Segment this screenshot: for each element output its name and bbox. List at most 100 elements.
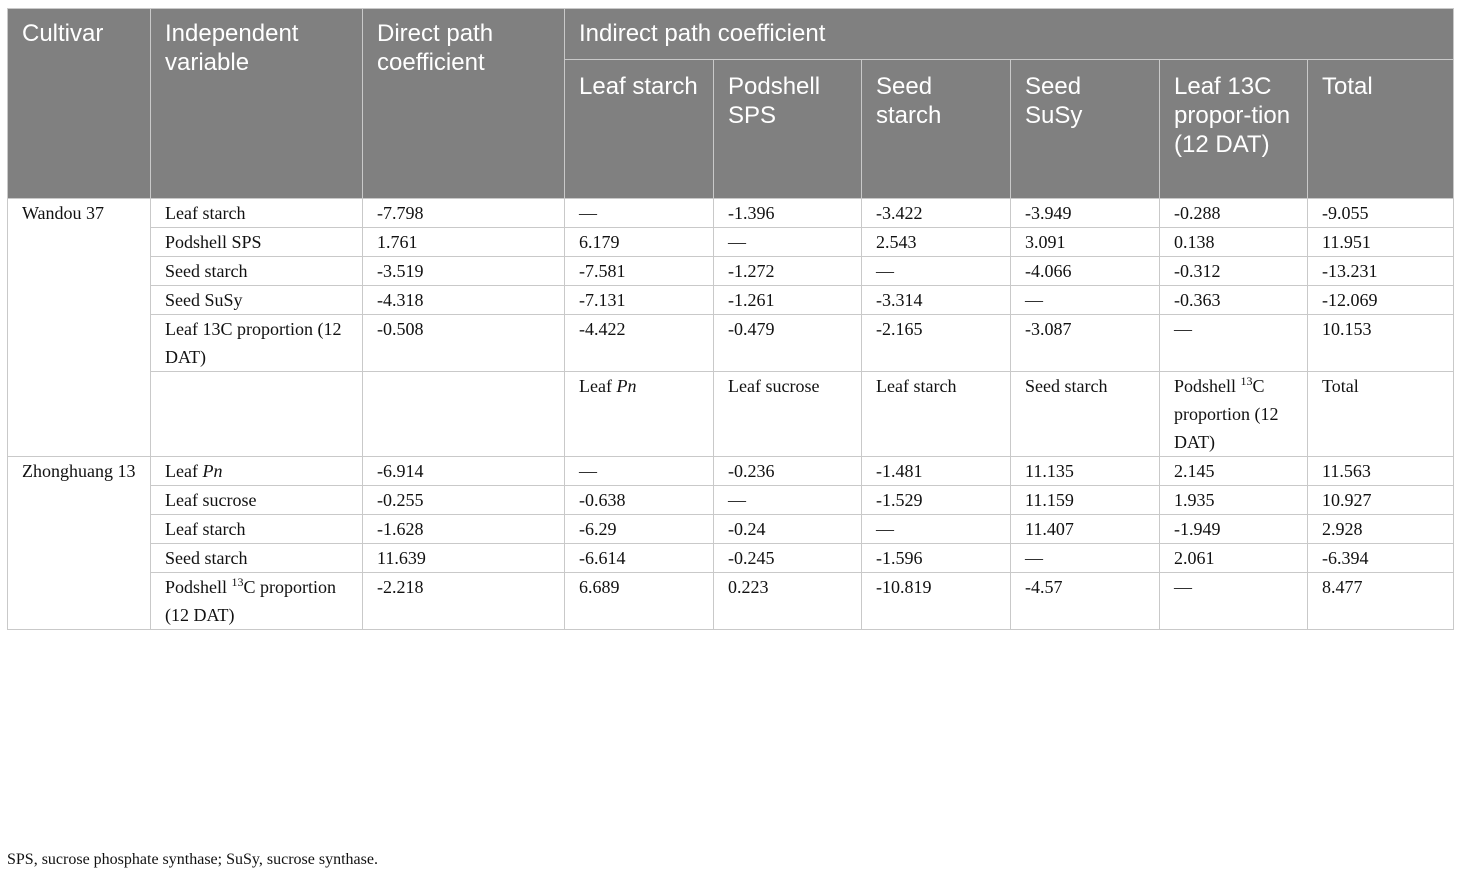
value-cell: -1.596 (861, 543, 1011, 573)
header-indirect-path-coefficient: Indirect path coefficient (563, 8, 1455, 60)
variable-cell: Podshell SPS (150, 227, 363, 257)
subheader2-podshell-prefix: Podshell (1174, 376, 1241, 396)
direct-cell: -7.798 (362, 198, 565, 228)
value-cell: -10.819 (861, 572, 1011, 630)
subheader2-pn: Pn (616, 376, 637, 396)
variable-cell: Seed starch (150, 543, 363, 573)
table-row: Leaf sucrose -0.255 -0.638 — -1.529 11.1… (8, 485, 1455, 515)
subheader-podshell-sps: Podshell SPS (713, 59, 862, 199)
direct-cell: -3.519 (362, 256, 565, 286)
value-cell: -1.396 (713, 198, 862, 228)
variable-cell: Seed starch (150, 256, 363, 286)
empty-cell (150, 371, 363, 457)
value-cell: 3.091 (1010, 227, 1160, 257)
value-cell: -1.481 (861, 456, 1011, 486)
header-independent-variable: Independent variable (150, 8, 363, 199)
value-cell: — (564, 456, 714, 486)
table-row: Seed starch 11.639 -6.614 -0.245 -1.596 … (8, 543, 1455, 573)
value-cell: 11.135 (1010, 456, 1160, 486)
value-cell: -0.24 (713, 514, 862, 544)
value-cell: -6.29 (564, 514, 714, 544)
value-cell: -0.363 (1159, 285, 1308, 315)
header-direct-path-coefficient: Direct path coefficient (362, 8, 565, 199)
subheader-leaf-13c-proportion: Leaf 13C propor-tion (12 DAT) (1159, 59, 1308, 199)
subheader2-seed-starch: Seed starch (1010, 371, 1160, 457)
direct-cell: -0.508 (362, 314, 565, 372)
subheader2-podshell-13c: Podshell 13C proportion (12 DAT) (1159, 371, 1308, 457)
subheader2-podshell-suffix: C proportion (12 DAT) (1174, 376, 1279, 452)
variable-italic: Pn (202, 461, 223, 481)
value-cell: -3.422 (861, 198, 1011, 228)
table-row: Podshell 13C proportion (12 DAT) -2.218 … (8, 572, 1455, 630)
cultivar-cell: Zhonghuang 13 (7, 456, 151, 630)
total-cell: 11.951 (1306, 227, 1455, 257)
value-cell: 11.407 (1010, 514, 1160, 544)
value-cell: -0.288 (1159, 198, 1308, 228)
value-cell: -4.57 (1010, 572, 1160, 630)
value-cell: -0.245 (713, 543, 862, 573)
table-row: Wandou 37 Leaf starch -7.798 — -1.396 -3… (7, 198, 1455, 457)
total-cell: -6.394 (1306, 543, 1455, 573)
value-cell: -0.479 (713, 314, 862, 372)
total-cell: 8.477 (1306, 572, 1455, 630)
direct-cell: -6.914 (362, 456, 565, 486)
variable-cell: Leaf starch (150, 198, 363, 228)
total-cell: 2.928 (1306, 514, 1455, 544)
variable-cell: Seed SuSy (150, 285, 363, 315)
variable-cell: Leaf sucrose (150, 485, 363, 515)
table-row: Seed starch -3.519 -7.581 -1.272 — -4.06… (8, 256, 1455, 286)
value-cell: -0.312 (1159, 256, 1308, 286)
value-cell: -6.614 (564, 543, 714, 573)
value-cell: 2.061 (1159, 543, 1308, 573)
value-cell: -1.272 (713, 256, 862, 286)
total-cell: -13.231 (1306, 256, 1455, 286)
value-cell: — (1159, 314, 1308, 372)
value-cell: -1.261 (713, 285, 862, 315)
value-cell: — (713, 227, 862, 257)
direct-cell: 1.761 (362, 227, 565, 257)
value-cell: -0.638 (564, 485, 714, 515)
subheader2-total: Total (1306, 371, 1455, 457)
value-cell: -4.066 (1010, 256, 1160, 286)
table-footnote: SPS, sucrose phosphate synthase; SuSy, s… (7, 851, 378, 868)
subheader2-leaf-pn: Leaf Pn (564, 371, 714, 457)
cultivar-cell: Wandou 37 (7, 198, 151, 457)
empty-cell (362, 371, 565, 457)
value-cell: 0.138 (1159, 227, 1308, 257)
value-cell: 6.689 (564, 572, 714, 630)
variable-sup: 13 (231, 575, 244, 589)
total-cell: -9.055 (1306, 198, 1455, 228)
value-cell: -0.236 (713, 456, 862, 486)
value-cell: — (1010, 285, 1160, 315)
value-cell: -2.165 (861, 314, 1011, 372)
total-cell: 10.153 (1306, 314, 1455, 372)
subheader-row: Leaf Pn Leaf sucrose Leaf starch Seed st… (8, 371, 1455, 457)
value-cell: — (564, 198, 714, 228)
value-cell: -3.949 (1010, 198, 1160, 228)
value-cell: -3.314 (861, 285, 1011, 315)
value-cell: — (861, 514, 1011, 544)
subheader-seed-susy: Seed SuSy (1010, 59, 1160, 199)
value-cell: 2.145 (1159, 456, 1308, 486)
subheader-total: Total (1306, 59, 1455, 199)
path-coefficient-table: Cultivar Independent variable Direct pat… (7, 8, 1455, 630)
table-row: Podshell SPS 1.761 6.179 — 2.543 3.091 0… (8, 227, 1455, 257)
value-cell: -1.529 (861, 485, 1011, 515)
value-cell: 11.159 (1010, 485, 1160, 515)
subheader2-leaf-starch: Leaf starch (861, 371, 1011, 457)
subheader2-leaf-sucrose: Leaf sucrose (713, 371, 862, 457)
subheader2-leaf-prefix: Leaf (579, 376, 617, 396)
value-cell: -4.422 (564, 314, 714, 372)
value-cell: -7.581 (564, 256, 714, 286)
direct-cell: -2.218 (362, 572, 565, 630)
value-cell: — (713, 485, 862, 515)
subheader-leaf-starch: Leaf starch (564, 59, 714, 199)
header-cultivar: Cultivar (7, 8, 151, 199)
table-row: Zhonghuang 13 Leaf Pn -6.914 — -0.236 -1… (7, 456, 1455, 630)
value-cell: -1.949 (1159, 514, 1308, 544)
subheader-seed-starch: Seed starch (861, 59, 1011, 199)
variable-suffix: C proportion (12 DAT) (165, 577, 337, 625)
variable-cell: Podshell 13C proportion (12 DAT) (150, 572, 363, 630)
total-cell: 10.927 (1306, 485, 1455, 515)
total-cell: -12.069 (1306, 285, 1455, 315)
